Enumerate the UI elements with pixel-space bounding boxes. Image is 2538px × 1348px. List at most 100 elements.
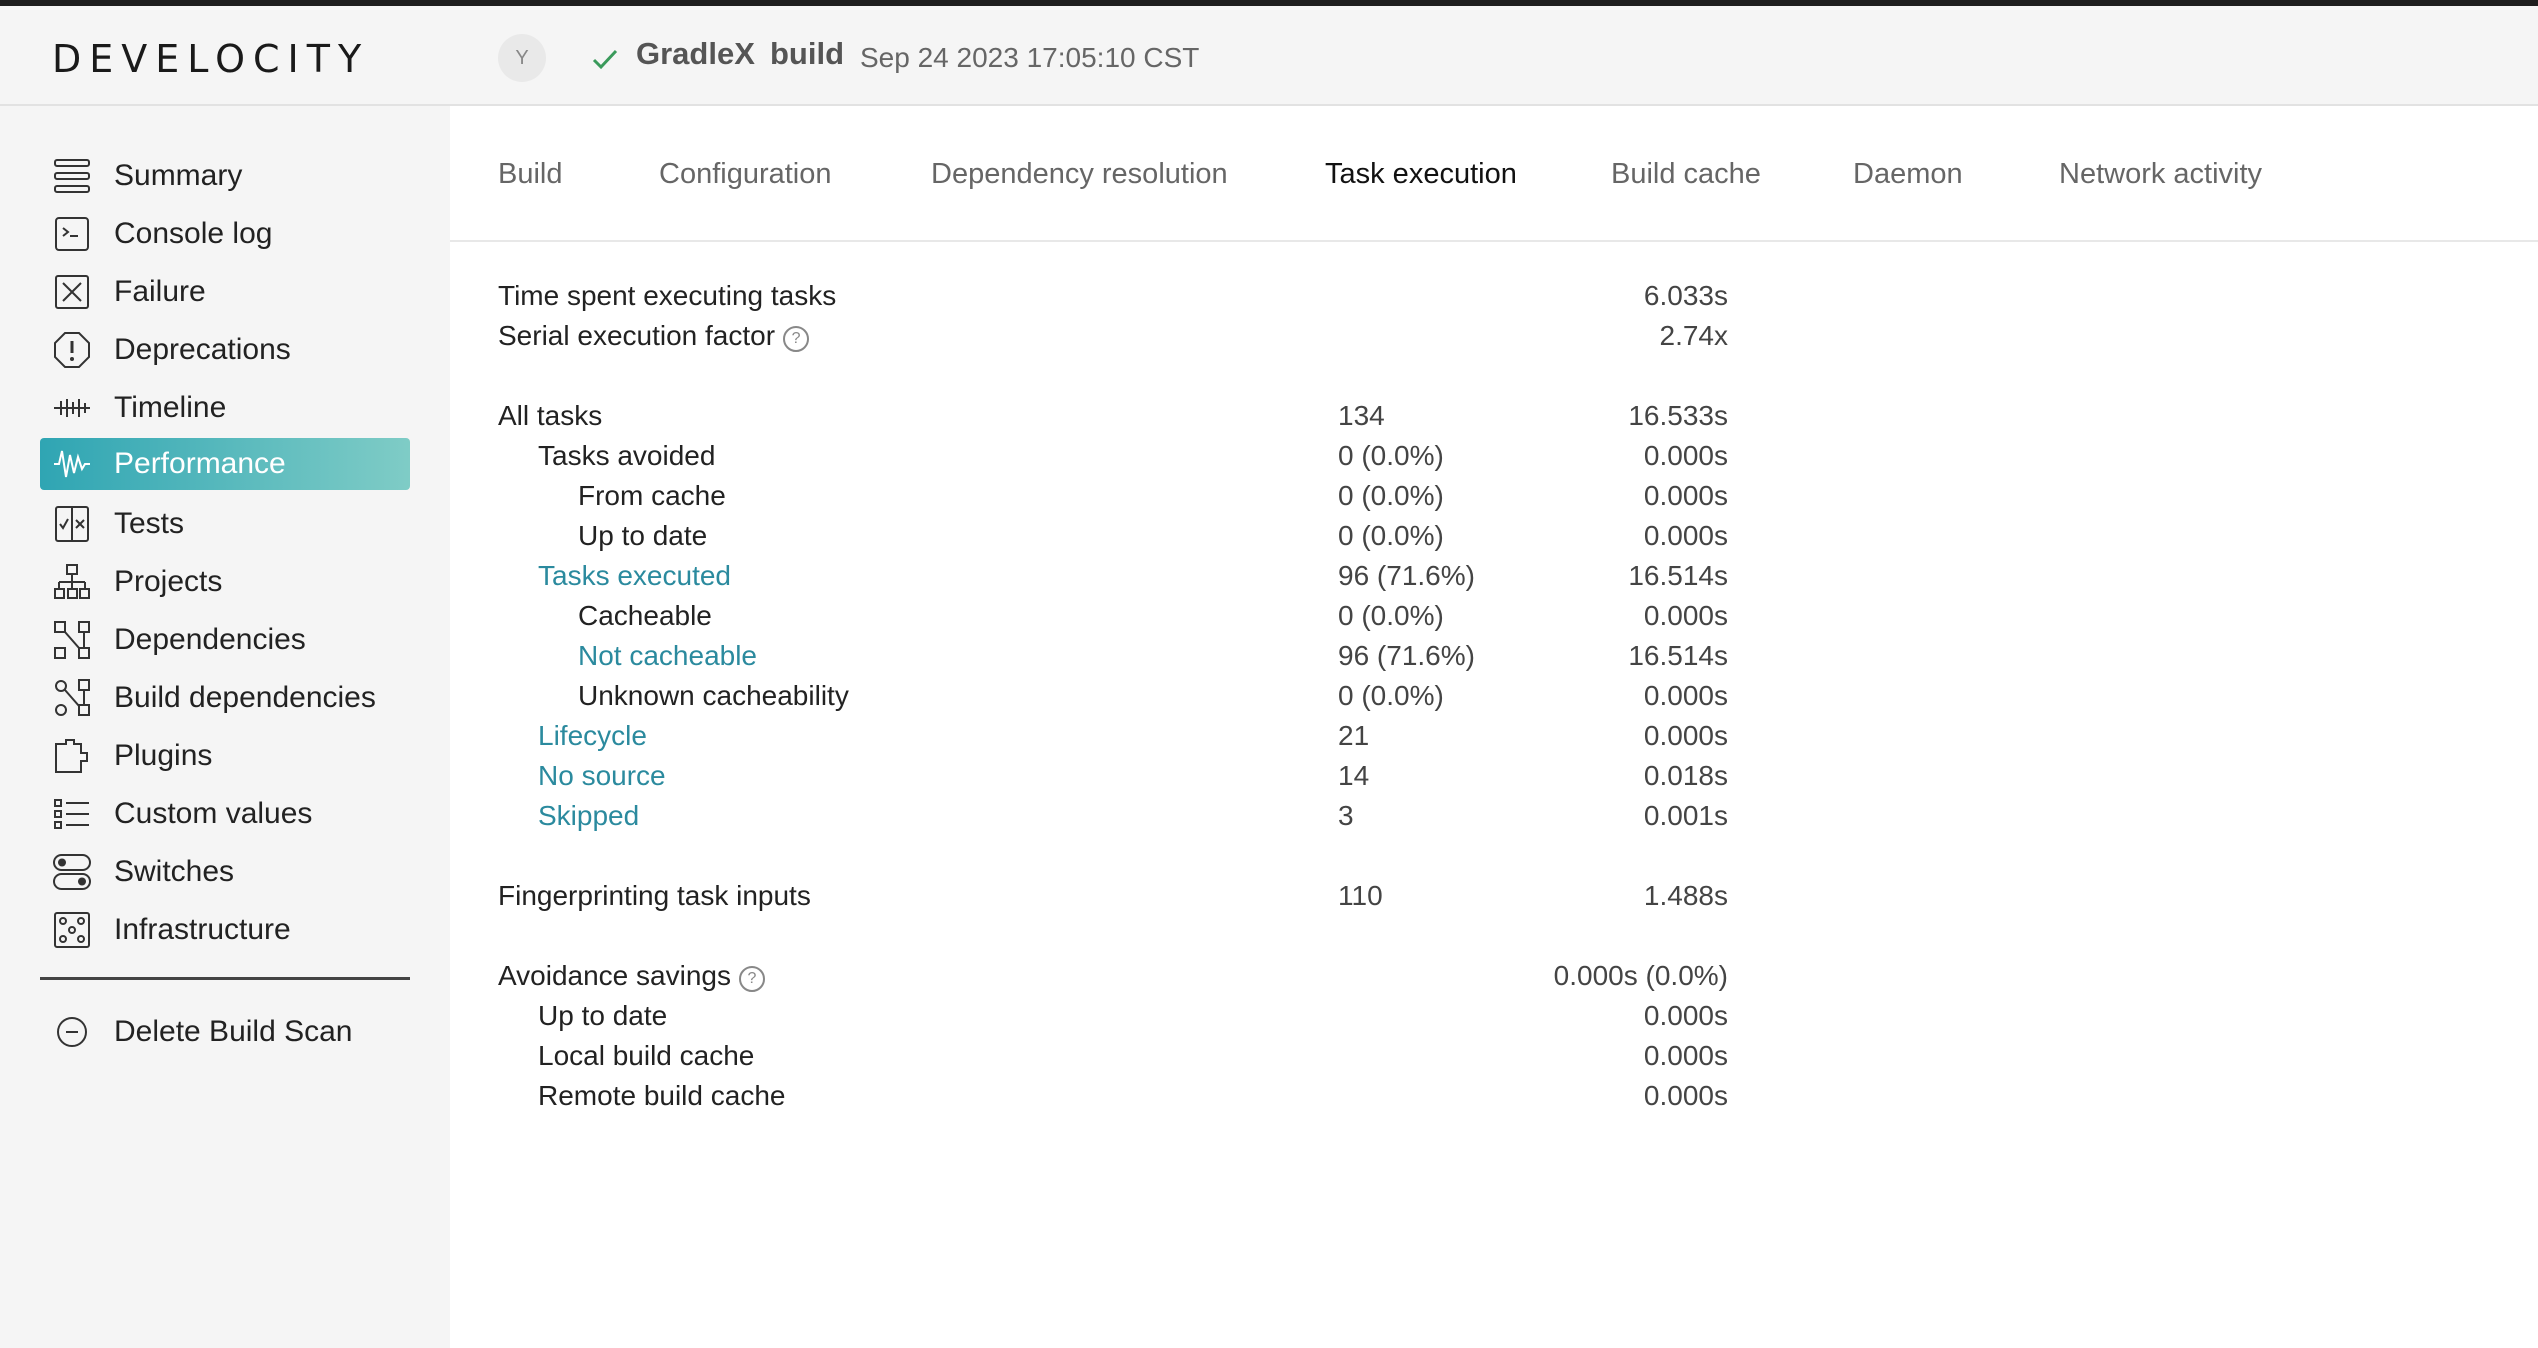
tab-configuration[interactable]: Configuration (659, 158, 832, 190)
no-source-link[interactable]: No source (538, 760, 666, 791)
table-row: Tasks avoided 0 (0.0%) 0.000s (498, 440, 1728, 476)
tab-build[interactable]: Build (498, 158, 563, 190)
deprecations-icon (52, 330, 92, 370)
time-spent-value: 6.033s (1643, 280, 1728, 311)
delete-label: Delete Build Scan (114, 1015, 353, 1048)
table-row: Not cacheable 96 (71.6%) 16.514s (498, 640, 1728, 676)
table-row: No source 14 0.018s (498, 760, 1728, 796)
row-label: All tasks (498, 400, 603, 431)
row-time: 0.000s (1643, 720, 1728, 751)
sidebar-item-label: Summary (114, 159, 243, 192)
sidebar-item-performance[interactable]: Performance (40, 438, 410, 490)
failure-icon (52, 272, 92, 312)
row-time: 0.001s (1643, 800, 1728, 831)
sidebar-item-label: Console log (114, 217, 273, 250)
tasks-executed-link[interactable]: Tasks executed (538, 560, 731, 591)
sidebar-item-switches[interactable]: Switches (40, 846, 410, 898)
sidebar-item-label: Deprecations (114, 333, 291, 366)
sidebar-item-projects[interactable]: Projects (40, 556, 410, 608)
row-count: 134 (1338, 400, 1385, 431)
header-bar: DEVELOCITY Y GradleX build Sep 24 2023 1… (0, 6, 2538, 106)
row-count: 3 (1338, 800, 1354, 831)
skipped-link[interactable]: Skipped (538, 800, 640, 831)
project-name: GradleX (636, 36, 755, 71)
window-top-border (0, 0, 2538, 6)
sidebar-item-summary[interactable]: Summary (40, 150, 410, 202)
sidebar-item-plugins[interactable]: Plugins (40, 730, 410, 782)
tab-bar: Build Configuration Dependency resolutio… (450, 106, 2538, 242)
sidebar-item-label: Timeline (114, 391, 227, 424)
row-count: 0 (0.0%) (1338, 480, 1444, 511)
tab-task-execution[interactable]: Task execution (1325, 158, 1517, 190)
tab-build-cache[interactable]: Build cache (1611, 158, 1761, 190)
sidebar-item-custom-values[interactable]: Custom values (40, 788, 410, 840)
table-row: From cache 0 (0.0%) 0.000s (498, 480, 1728, 516)
table-row: Up to date 0.000s (498, 1000, 1728, 1036)
table-row: Tasks executed 96 (71.6%) 16.514s (498, 560, 1728, 596)
sidebar-item-console-log[interactable]: Console log (40, 208, 410, 260)
lifecycle-link[interactable]: Lifecycle (538, 720, 647, 751)
tab-dependency-resolution[interactable]: Dependency resolution (931, 158, 1228, 190)
not-cacheable-link[interactable]: Not cacheable (578, 640, 758, 671)
sidebar-item-label: Switches (114, 855, 235, 888)
delete-build-scan-button[interactable]: Delete Build Scan (40, 1006, 410, 1058)
sidebar-item-label: Projects (114, 565, 223, 598)
row-time: 0.000s (1643, 1080, 1728, 1111)
row-time: 0.018s (1643, 760, 1728, 791)
avatar[interactable]: Y (498, 34, 546, 82)
infrastructure-icon (52, 910, 92, 950)
row-time: 0.000s (1643, 1000, 1728, 1031)
sidebar-item-infrastructure[interactable]: Infrastructure (40, 904, 410, 956)
sidebar-item-label: Failure (114, 275, 206, 308)
performance-icon (52, 444, 92, 484)
tab-network-activity[interactable]: Network activity (2059, 158, 2263, 190)
row-label: Cacheable (578, 600, 712, 631)
sidebar-item-label: Tests (114, 507, 185, 540)
timeline-icon (52, 388, 92, 428)
sidebar-item-label: Infrastructure (114, 913, 291, 946)
row-count: 96 (71.6%) (1338, 560, 1475, 591)
sidebar-divider (40, 977, 410, 980)
help-icon[interactable]: ? (783, 326, 810, 352)
row-count: 0 (0.0%) (1338, 680, 1444, 711)
switches-icon (52, 852, 92, 892)
sidebar-item-timeline[interactable]: Timeline (40, 382, 410, 434)
time-spent-row: Time spent executing tasks 6.033s (498, 280, 1728, 316)
build-timestamp: Sep 24 2023 17:05:10 CST (860, 42, 1200, 73)
sidebar-item-build-dependencies[interactable]: Build dependencies (40, 672, 410, 724)
console-icon (52, 214, 92, 254)
row-count: 0 (0.0%) (1338, 600, 1444, 631)
row-count: 14 (1338, 760, 1370, 791)
row-time: 0.000s (1643, 440, 1728, 471)
tab-daemon[interactable]: Daemon (1853, 158, 1963, 190)
sidebar-item-label: Plugins (114, 739, 213, 772)
summary-icon (52, 156, 92, 196)
row-count: 0 (0.0%) (1338, 440, 1444, 471)
sidebar-item-label: Custom values (114, 797, 313, 830)
fingerprint-time: 1.488s (1643, 880, 1728, 911)
table-row: Skipped 3 0.001s (498, 800, 1728, 836)
sidebar-item-deprecations[interactable]: Deprecations (40, 324, 410, 376)
table-row: Lifecycle 21 0.000s (498, 720, 1728, 756)
serial-factor-label: Serial execution factor? (498, 320, 810, 352)
sidebar-item-dependencies[interactable]: Dependencies (40, 614, 410, 666)
row-label: Up to date (538, 1000, 668, 1031)
row-label: From cache (578, 480, 726, 511)
row-time: 0.000s (1643, 1040, 1728, 1071)
fingerprint-count: 110 (1338, 880, 1383, 911)
row-time: 0.000s (1643, 520, 1728, 551)
build-dependencies-icon (52, 678, 92, 718)
row-count: 21 (1338, 720, 1370, 751)
sidebar-item-tests[interactable]: Tests (40, 498, 410, 550)
help-icon[interactable]: ? (738, 966, 765, 992)
row-time: 0.000s (1643, 680, 1728, 711)
row-time: 16.514s (1628, 560, 1728, 591)
sidebar-item-label: Dependencies (114, 623, 306, 656)
row-label: Tasks avoided (538, 440, 716, 471)
avoidance-savings-row: Avoidance savings? 0.000s (0.0%) (498, 960, 1728, 996)
avoidance-savings-total: 0.000s (0.0%) (1553, 960, 1728, 991)
develocity-logo[interactable]: DEVELOCITY (52, 37, 370, 81)
sidebar-item-failure[interactable]: Failure (40, 266, 410, 318)
row-time: 0.000s (1643, 480, 1728, 511)
minus-circle-icon (52, 1012, 92, 1052)
